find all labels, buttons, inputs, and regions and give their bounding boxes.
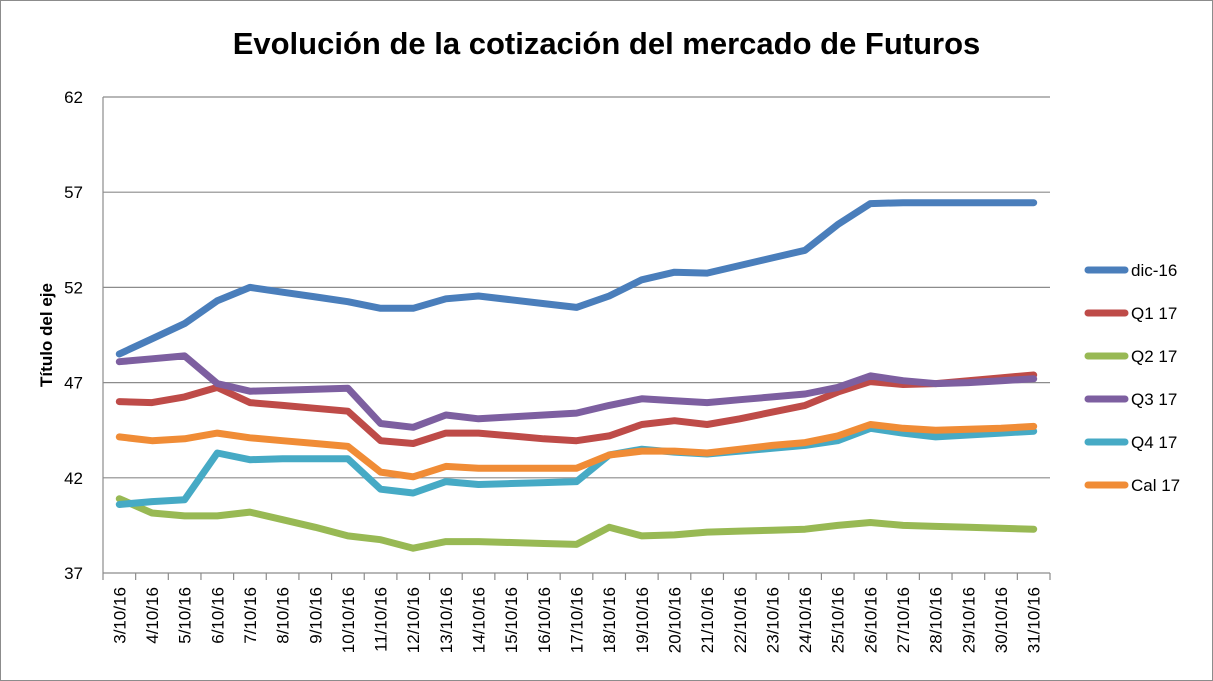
y-tick-label: 57 [64,183,83,202]
legend-label: Q3 17 [1131,390,1177,409]
legend-label: Q1 17 [1131,304,1177,323]
x-tick-label: 12/10/16 [404,587,423,653]
y-tick-label: 37 [64,564,83,583]
legend: dic-16 Q1 17 Q2 17 Q3 17 Q4 17 Cal 17 [1084,261,1180,495]
y-axis-ticks: 37 42 47 52 57 62 [64,88,83,583]
series-lines [115,199,1038,552]
x-tick-label: 22/10/16 [731,587,750,653]
x-tick-label: 4/10/16 [143,587,162,644]
y-tick-label: 62 [64,88,83,107]
series-line-q1-17 [115,371,1038,447]
x-tick-label: 8/10/16 [274,587,293,644]
x-tick-label: 21/10/16 [698,587,717,653]
x-tick-label: 24/10/16 [796,587,815,653]
y-tick-label: 42 [64,469,83,488]
chart-title: Evolución de la cotización del mercado d… [232,26,981,61]
series-line-q4-17 [115,424,1038,508]
x-tick-label: 31/10/16 [1025,587,1044,653]
y-tick-label: 52 [64,278,83,297]
legend-label: Q4 17 [1131,433,1177,452]
x-tick-label: 10/10/16 [339,587,358,653]
x-tick-label: 18/10/16 [600,587,619,653]
series-line-q2-17 [115,495,1038,552]
x-tick-label: 11/10/16 [372,587,391,652]
x-axis-ticks: 3/10/16 4/10/16 5/10/16 6/10/16 7/10/16 8/10/… [110,587,1043,653]
x-axis [102,97,1051,580]
x-tick-label: 16/10/16 [535,587,554,653]
x-tick-label: 3/10/16 [110,587,129,644]
x-tick-label: 26/10/16 [861,587,880,653]
x-tick-label: 20/10/16 [665,587,684,653]
x-tick-label: 27/10/16 [894,587,913,653]
x-tick-label: 14/10/16 [470,587,489,653]
x-tick-label: 9/10/16 [306,587,325,644]
series-line-dic-16 [115,199,1038,358]
legend-label: Q2 17 [1131,347,1177,366]
legend-label: dic-16 [1131,261,1177,280]
x-tick-label: 23/10/16 [763,587,782,653]
x-tick-label: 7/10/16 [241,587,260,644]
series-line-q3-17 [115,352,1038,431]
x-tick-label: 25/10/16 [829,587,848,653]
x-tick-label: 17/10/16 [568,587,587,653]
x-tick-label: 30/10/16 [992,587,1011,653]
x-tick-label: 13/10/16 [437,587,456,653]
x-tick-label: 29/10/16 [959,587,978,653]
y-tick-label: 47 [64,374,83,393]
x-tick-label: 5/10/16 [176,587,195,644]
series-line-cal-17 [115,421,1038,481]
y-axis-label: Título del eje [37,283,56,387]
x-tick-label: 19/10/16 [633,587,652,653]
x-tick-label: 6/10/16 [208,587,227,644]
legend-label: Cal 17 [1131,476,1180,495]
x-tick-label: 28/10/16 [927,587,946,653]
x-tick-label: 15/10/16 [502,587,521,653]
